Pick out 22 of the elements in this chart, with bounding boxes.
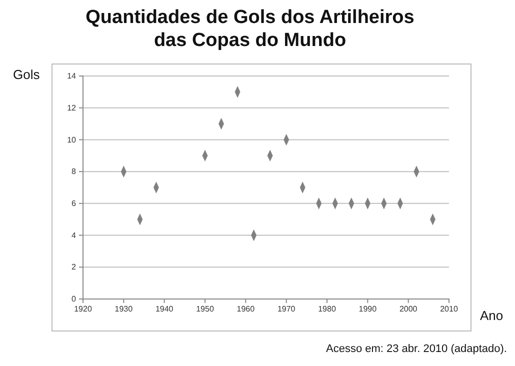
text: Acesso em: 23 abr. 2010 (adaptado).	[326, 343, 507, 355]
y-tick-label: 12	[67, 103, 77, 112]
y-tick-label: 0	[72, 294, 77, 304]
y-tick-label: 4	[72, 230, 77, 240]
x-axis-title: Ano	[480, 308, 504, 323]
x-tick-label: 1970	[277, 304, 296, 314]
x-tick-label: 1930	[114, 304, 134, 314]
y-tick-label: 10	[67, 135, 77, 144]
y-tick-label: 6	[72, 198, 77, 208]
x-tick-label: 1950	[196, 304, 214, 314]
x-tick-label: 1940	[155, 304, 174, 314]
x-tick-label: 1920	[74, 304, 92, 314]
y-axis-title: Gols	[13, 67, 40, 82]
x-tick-label: 1990	[358, 304, 378, 314]
x-tick-label: 2000	[399, 304, 418, 314]
x-tick-label: 1960	[236, 304, 256, 314]
x-tick-label: 2010	[440, 304, 458, 314]
x-tick-label: 1980	[318, 304, 336, 314]
y-tick-label: 2	[72, 262, 77, 272]
y-tick-label: 14	[67, 72, 77, 81]
chart-title: Quantidades de Gols dos Artilheiros das Copas do Mundo	[86, 7, 414, 51]
y-tick-label: 8	[72, 167, 77, 176]
